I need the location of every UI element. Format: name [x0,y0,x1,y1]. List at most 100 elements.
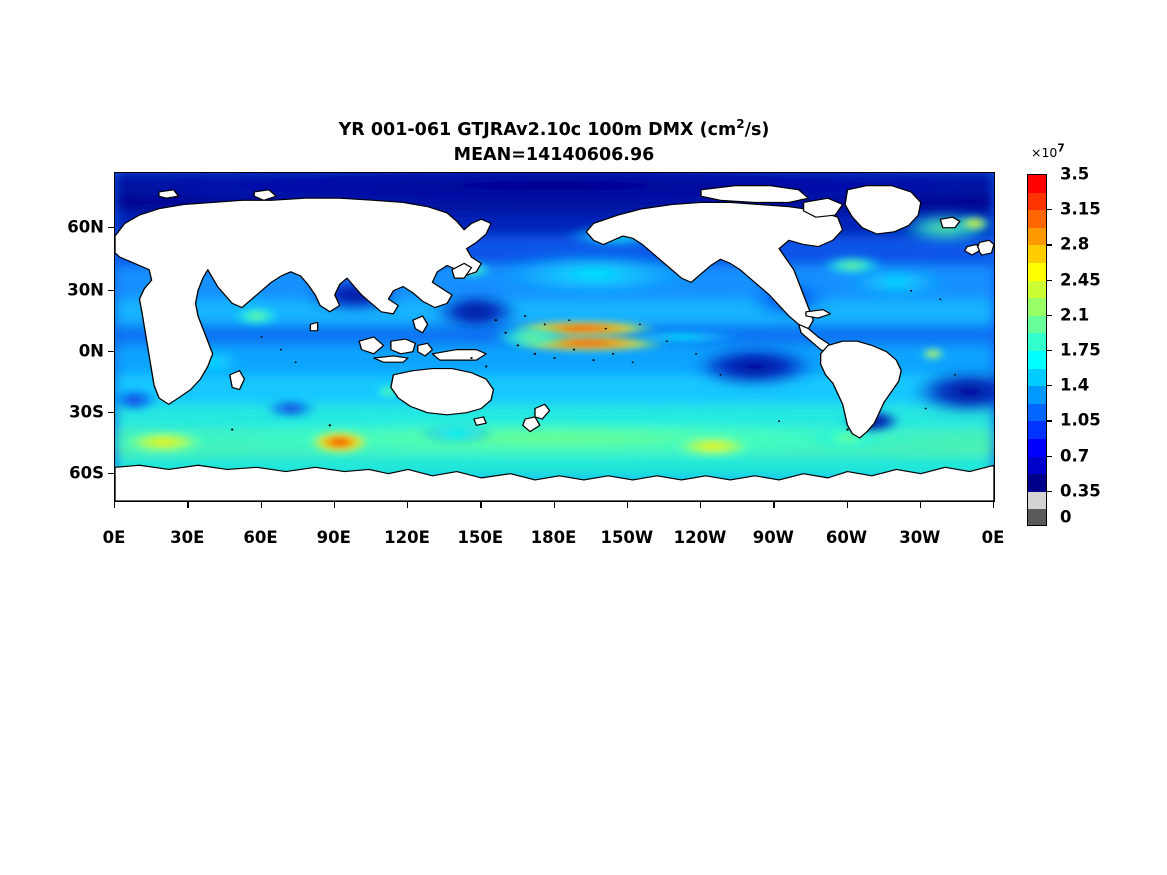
world-map-svg [115,173,994,501]
new-guinea [431,349,487,361]
colorbar-segment-0 [1028,175,1046,193]
eq-pacific-tail [615,329,748,345]
novaya-zemlya [253,189,277,201]
so-atlantic-max [115,428,213,456]
colorbar-exponent-prefix: ×10 [1031,145,1058,160]
colorbar-segment-12 [1028,386,1046,404]
colorbar-tick-1.05 [1047,420,1052,422]
colorbar-segment-1 [1028,192,1046,211]
title-line-1: YR 001-061 GTJRAv2.10c 100m DMX (cm2/s) [114,118,994,143]
colorbar-segment-8 [1028,315,1046,334]
colorbar: 3.5 3.15 2.8 2.45 2.1 1.75 1.4 1.05 0.7 0.35 0 [1027,165,1101,527]
title-superscript: 2 [736,117,745,132]
xlabel-11: 30W [899,528,941,547]
colorbar-label-2.1: 2.1 [1060,305,1090,325]
ylabel-60S: 60S [69,463,104,483]
eurasia-africa [115,197,492,405]
title-line-2-mean: MEAN=14140606.96 [453,145,655,165]
maritime-continent-low [432,292,521,331]
svalbard [158,189,180,199]
new-zealand [534,403,551,420]
colorbar-label-3.15: 3.15 [1060,199,1101,219]
colorbar-segment-14 [1028,421,1046,439]
iceland [939,216,961,229]
colorbar-label-1.4: 1.4 [1060,375,1090,395]
colorbar-segment-18 [1028,491,1046,510]
colorbar-label-3.5: 3.5 [1060,164,1090,184]
colorbar-tick-2.1 [1047,314,1052,317]
xtick-4 [407,501,409,508]
colorbar-label-0.7: 0.7 [1060,446,1090,466]
colorbar-exponent-power: 7 [1057,142,1065,155]
xlabel-8: 120W [673,528,727,547]
figure-title: YR 001-061 GTJRAv2.10c 100m DMX (cm2/s) … [114,118,994,168]
west-pacific-warm-pool [491,325,570,349]
colorbar-tick-0.35 [1047,490,1052,493]
sulawesi [417,342,434,357]
xtick-9 [773,501,775,508]
colorbar-segment-7 [1028,298,1046,316]
xtick-1 [187,501,189,508]
colorbar-label-0: 0 [1060,507,1072,527]
xtick-10 [846,501,848,508]
xtick-12 [993,501,995,508]
arabian-sea-somali [232,305,282,327]
madagascar [229,370,246,391]
ylabel-30N: 30N [67,280,104,300]
colorbar-label-2.45: 2.45 [1060,270,1101,290]
ytick-0N [108,351,114,353]
canadian-arctic [700,185,810,204]
java [373,355,409,363]
colorbar-exponent: ×107 [1031,142,1065,161]
sri-lanka [309,321,319,332]
south-atlantic-low [911,368,994,415]
xlabel-5: 150E [457,528,504,547]
baffin-island [802,197,844,218]
xlabel-9: 90W [752,528,794,547]
colorbar-segment-2 [1028,210,1046,228]
xtick-5 [480,501,482,508]
xlabel-0: 0E [102,528,126,547]
sw-atlantic-low [115,387,159,413]
xtick-0 [114,501,116,508]
colorbar-segment-11 [1028,368,1046,387]
subtropical-atlantic [842,267,951,298]
xtick-2 [260,501,262,508]
colorbar-segment-16 [1028,456,1046,475]
south-america [819,340,902,439]
sumatra [358,336,385,355]
colorbar-label-0.35: 0.35 [1060,481,1101,501]
north-pacific-gyre [486,250,701,298]
colorbar-segment-9 [1028,333,1046,351]
xtick-6 [553,501,555,508]
xlabel-10: 60W [825,528,868,547]
antarctica [115,464,994,501]
ylabel-30S: 30S [69,402,104,422]
colorbar-tick-1.75 [1047,350,1052,352]
land-masses [115,185,994,501]
xlabel-12: 0E [981,528,1005,547]
colorbar-tick-1.4 [1047,385,1052,387]
colorbar-segment-5 [1028,262,1046,281]
colorbar-segment-6 [1028,280,1046,299]
ytick-60N [108,227,114,229]
title-line-1-pre: YR 001-061 GTJRAv2.10c 100m DMX (cm [338,120,737,140]
colorbar-tick-0.7 [1047,455,1052,457]
colorbar-segment-13 [1028,403,1046,422]
colorbar-tick-3.15 [1047,209,1052,211]
xtick-3 [333,501,336,508]
xtick-7 [626,501,629,508]
so-indian-hotspot [307,429,372,455]
ylabel-60N: 60N [67,217,104,237]
xlabel-3: 90E [316,528,351,547]
norwegian-sea-max [957,215,992,232]
ireland [964,243,981,256]
tasmania [473,416,487,426]
so-pacific-max [666,433,760,459]
map-plot-area [114,172,995,502]
cold-tongue-low [691,345,819,388]
australia [390,367,495,416]
ytick-30N [108,290,114,292]
xlabel-2: 60E [243,528,278,547]
island-specks [230,289,956,431]
